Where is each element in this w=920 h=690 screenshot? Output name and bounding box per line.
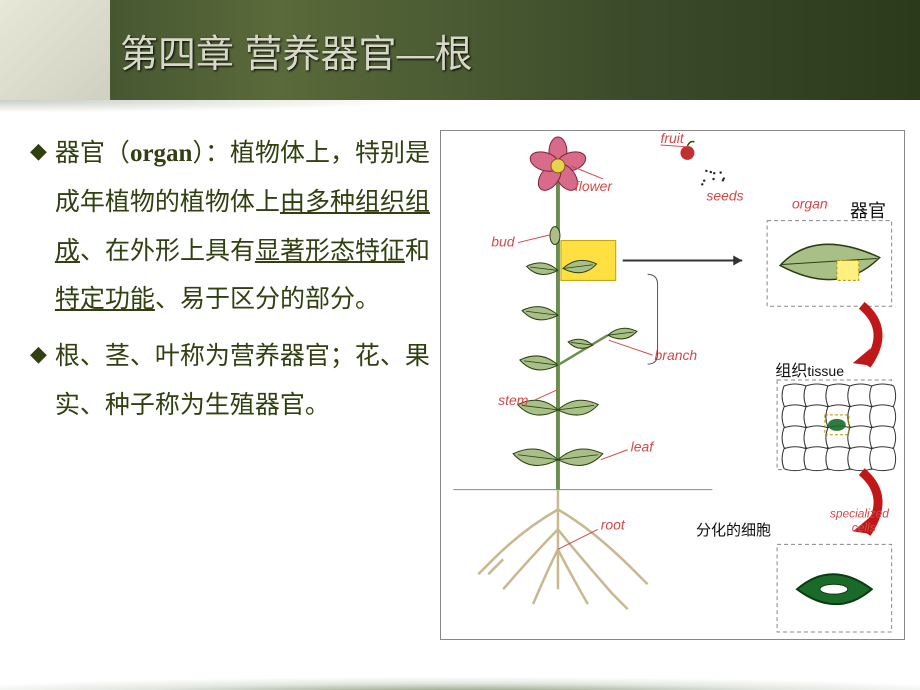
slide-title: 第四章 营养器官—根 bbox=[120, 23, 473, 78]
svg-text:leaf: leaf bbox=[631, 439, 656, 455]
diagram-svg: fruit flower seeds bud branch stem leaf root org… bbox=[441, 131, 904, 639]
svg-text:root: root bbox=[601, 516, 626, 532]
slide-header: 第四章 营养器官—根 bbox=[0, 0, 920, 100]
bullet-2: ◆ 根、茎、叶称为营养器官；花、果实、种子称为生殖器官。 bbox=[30, 333, 430, 431]
svg-text:bud: bud bbox=[491, 234, 516, 250]
svg-text:seeds: seeds bbox=[706, 188, 743, 204]
bullet-icon: ◆ bbox=[30, 130, 47, 325]
svg-text:stem: stem bbox=[498, 392, 528, 408]
bullet-1: ◆ 器官（organ）：植物体上，特别是成年植物的植物体上由多种组织组成、在外形… bbox=[30, 130, 430, 325]
bullet-2-text: 根、茎、叶称为营养器官；花、果实、种子称为生殖器官。 bbox=[55, 333, 430, 431]
svg-text:fruit: fruit bbox=[661, 131, 685, 146]
plant-diagram: fruit flower seeds bud branch stem leaf root org… bbox=[440, 130, 905, 640]
svg-text:flower: flower bbox=[575, 178, 614, 194]
bullet-1-text: 器官（organ）：植物体上，特别是成年植物的植物体上由多种组织组成、在外形上具… bbox=[55, 130, 430, 325]
label-cells-cn: 分化的细胞 bbox=[696, 519, 771, 540]
text-column: ◆ 器官（organ）：植物体上，特别是成年植物的植物体上由多种组织组成、在外形… bbox=[30, 130, 430, 680]
svg-text:cells: cells bbox=[852, 520, 876, 534]
label-tissue-cn: 组织tissue bbox=[775, 357, 844, 381]
svg-text:branch: branch bbox=[655, 347, 698, 363]
bullet-icon: ◆ bbox=[30, 333, 47, 431]
label-organ-cn: 器官 bbox=[850, 197, 886, 223]
svg-text:organ: organ bbox=[792, 196, 828, 212]
footer-curve bbox=[0, 668, 920, 690]
svg-text:specialized: specialized bbox=[830, 506, 889, 520]
header-shadow bbox=[0, 100, 920, 120]
slide-content: ◆ 器官（organ）：植物体上，特别是成年植物的植物体上由多种组织组成、在外形… bbox=[0, 100, 920, 680]
